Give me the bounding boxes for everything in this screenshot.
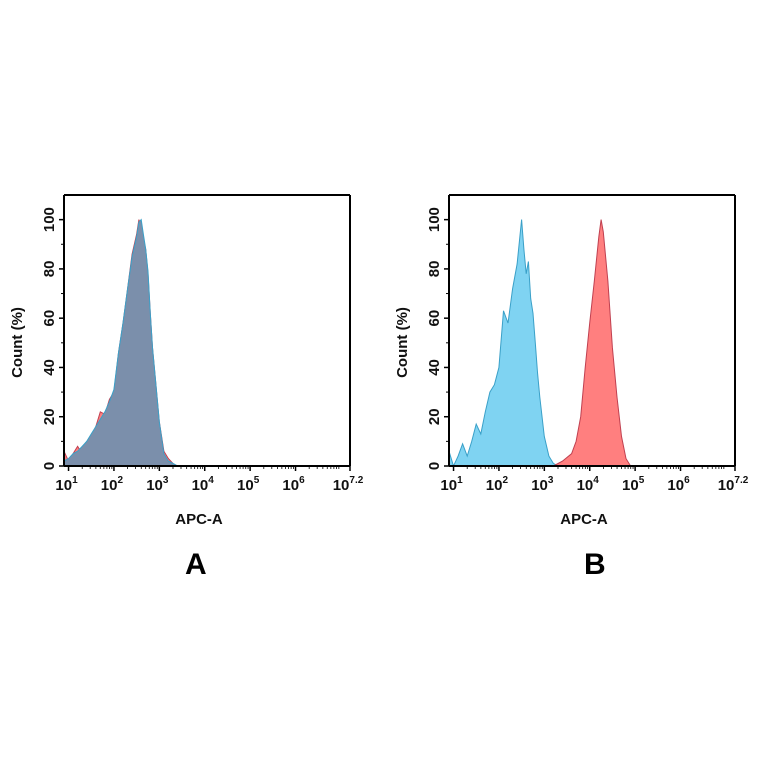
y-axis-title: Count (%)	[9, 307, 26, 378]
x-tick-label: 104	[192, 475, 215, 494]
y-tick-label: 0	[426, 462, 443, 470]
x-tick-label: 104	[577, 475, 600, 494]
y-tick-label: 40	[426, 359, 443, 376]
histogram-series-1	[448, 219, 559, 468]
y-tick-label: 100	[41, 207, 58, 232]
x-tick-label: 103	[531, 475, 554, 494]
panel-label-a: A	[185, 548, 207, 581]
x-tick-label: 105	[237, 475, 260, 494]
x-tick-label: 107.2	[333, 475, 364, 494]
x-axis-title: APC-A	[560, 511, 608, 528]
y-tick-label: 40	[41, 359, 58, 376]
y-tick-label: 100	[426, 207, 443, 232]
y-tick-label: 60	[41, 310, 58, 327]
histogram-chart-a: 0 20 40 60 80 100 101 102 103 104 105 106 107.2 APC-A…	[9, 194, 364, 528]
x-tick-label: 107.2	[718, 475, 749, 494]
y-tick-label: 0	[41, 462, 58, 470]
histogram-panel-a: 0 20 40 60 80 100 101 102 103 104 105 106 107.2 APC-A…	[0, 180, 370, 600]
x-tick-label: 102	[101, 475, 124, 494]
y-tick-label: 80	[41, 261, 58, 278]
x-tick-label: 103	[146, 475, 169, 494]
y-tick-label: 80	[426, 261, 443, 278]
y-tick-label: 60	[426, 310, 443, 327]
x-tick-label: 106	[667, 475, 690, 494]
panel-label-b: B	[584, 548, 606, 581]
histogram-chart-b: 0 20 40 60 80 100 101 102 103 104 105 106 107.2 APC-A…	[394, 194, 749, 528]
y-axis-title: Count (%)	[394, 307, 411, 378]
x-tick-label: 101	[55, 475, 78, 494]
histogram-series-2	[63, 218, 180, 467]
histogram-panel-b: 0 20 40 60 80 100 101 102 103 104 105 106 107.2 APC-A…	[385, 180, 755, 600]
x-axis-title: APC-A	[175, 511, 223, 528]
x-tick-label: 105	[622, 475, 645, 494]
x-tick-label: 106	[282, 475, 305, 494]
x-tick-label: 101	[440, 475, 463, 494]
x-tick-label: 102	[486, 475, 509, 494]
y-tick-label: 20	[426, 408, 443, 425]
y-tick-label: 20	[41, 408, 58, 425]
histogram-series-2	[553, 219, 632, 467]
